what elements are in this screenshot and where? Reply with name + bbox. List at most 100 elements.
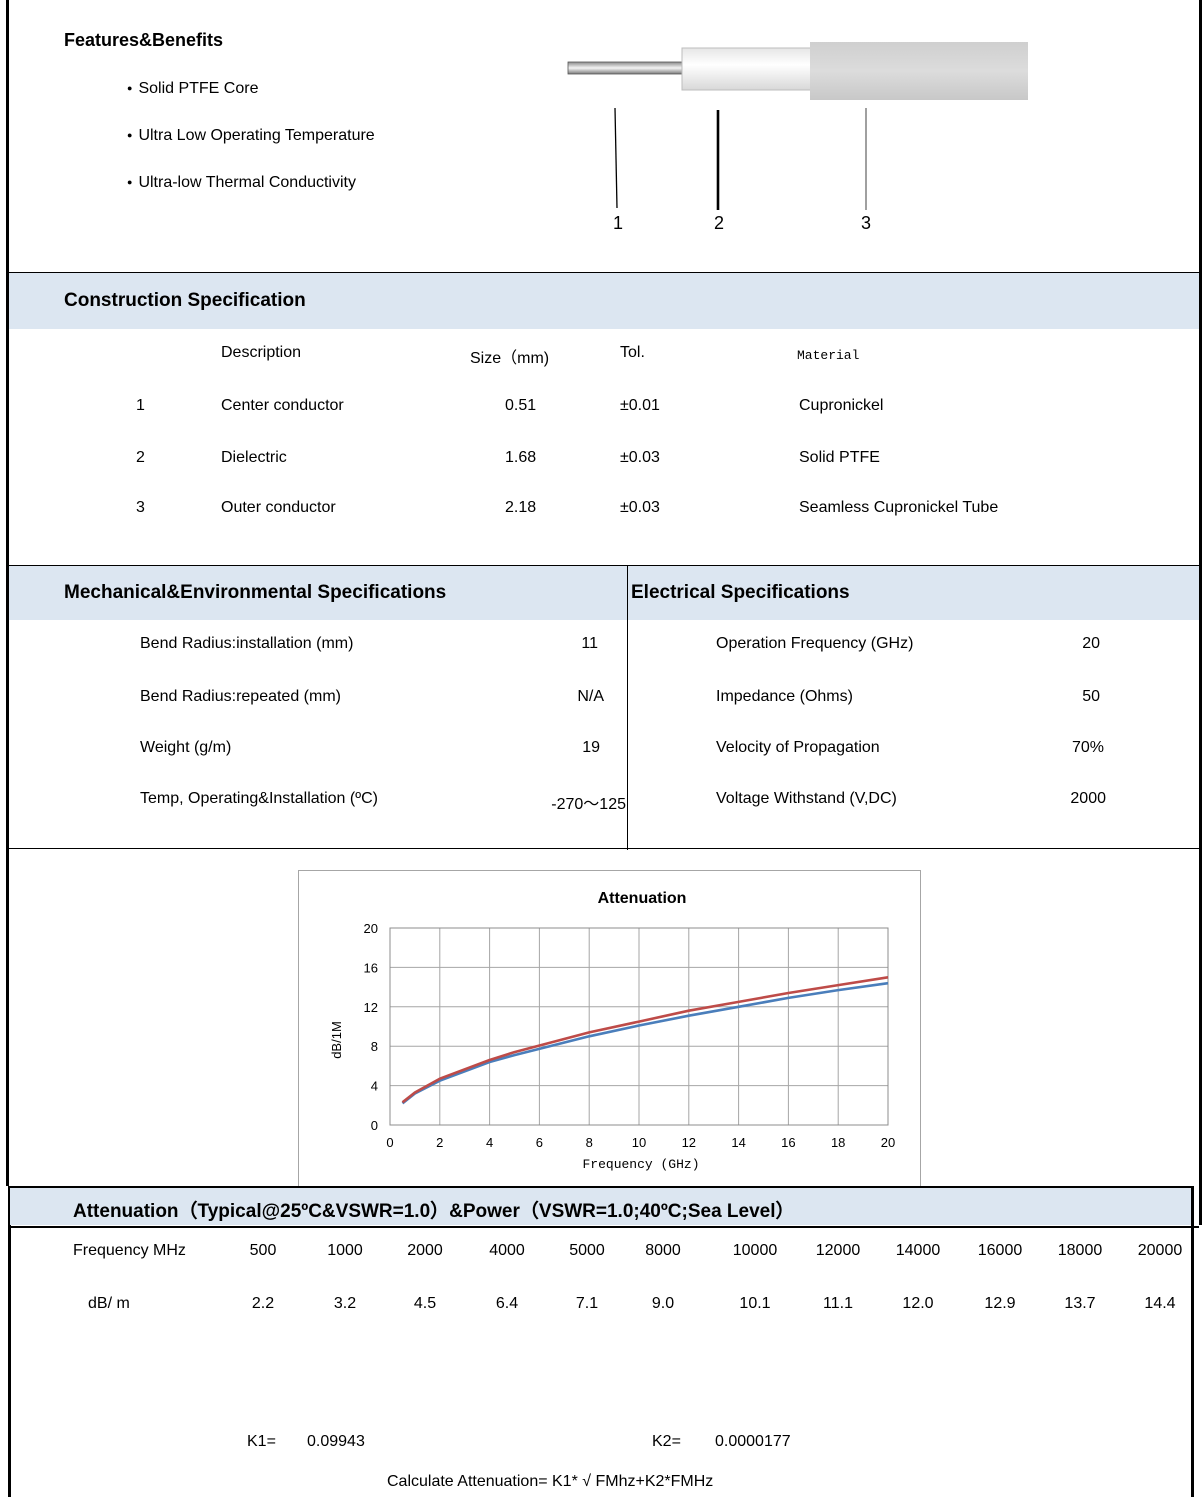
k1-value: 0.09943: [307, 1433, 365, 1450]
feature-item: Ultra-low Thermal Conductivity: [127, 174, 356, 192]
x-tick-label: 16: [781, 1135, 795, 1150]
db-cell: 14.4: [1144, 1295, 1176, 1312]
col-tol: Tol.: [620, 344, 645, 361]
x-tick-label: 20: [881, 1135, 895, 1150]
frame-left: [6, 0, 9, 1186]
db-cell: 12.0: [902, 1295, 934, 1312]
specs-header-band: [9, 566, 1199, 620]
callout-1: 1: [613, 213, 624, 233]
db-cell: 10.1: [739, 1295, 771, 1312]
attenuation-header-band: [10, 1188, 1191, 1225]
row-size: 1.68: [505, 449, 537, 466]
col-description: Description: [221, 344, 302, 361]
features-title: Features&Benefits: [64, 30, 224, 50]
freq-cell: 10000: [732, 1242, 778, 1259]
row-material: Seamless Cupronickel Tube: [799, 499, 999, 516]
x-tick-label: 18: [831, 1135, 845, 1150]
divider-lower: [8, 1186, 1194, 1188]
row-material: Cupronickel: [799, 397, 884, 414]
mech-value: 19: [582, 739, 600, 756]
row-tol: ±0.03: [620, 449, 660, 466]
freq-cell: 1000: [327, 1242, 363, 1259]
chart-title: Attenuation: [598, 890, 687, 907]
freq-cell: 18000: [1057, 1242, 1103, 1259]
x-tick-label: 10: [632, 1135, 646, 1150]
frame-left-lower: [8, 1186, 11, 1497]
x-tick-label: 4: [486, 1135, 493, 1150]
y-tick-label: 4: [371, 1079, 378, 1094]
mech-label: Weight (g/m): [140, 739, 232, 756]
freq-label: Frequency MHz: [73, 1242, 186, 1259]
x-tick-label: 8: [586, 1135, 593, 1150]
mechanical-title: Mechanical&Environmental Specifications: [64, 582, 447, 603]
attenuation-table-title: Attenuation（Typical@25ºC&VSWR=1.0）&Power…: [73, 1201, 795, 1222]
row-material: Solid PTFE: [799, 449, 880, 466]
series-line-typical: [401, 981, 889, 1105]
row-no: 3: [136, 499, 145, 516]
db-label: dB/ m: [88, 1295, 130, 1312]
freq-cell: 8000: [645, 1242, 681, 1259]
freq-cell: 12000: [815, 1242, 861, 1259]
y-axis-label: dB/1M: [329, 1021, 344, 1059]
db-cell: 2.2: [251, 1295, 275, 1312]
db-cell: 11.1: [823, 1295, 853, 1312]
y-tick-label: 16: [364, 960, 378, 975]
y-tick-label: 0: [371, 1118, 378, 1133]
row-description: Dielectric: [221, 449, 287, 466]
elec-value: 50: [1082, 688, 1100, 705]
elec-label: Impedance (Ohms): [716, 688, 853, 705]
row-description: Outer conductor: [221, 499, 336, 516]
column-divider: [627, 565, 628, 850]
freq-cell: 16000: [977, 1242, 1023, 1259]
elec-label: Velocity of Propagation: [716, 739, 880, 756]
callout-2: 2: [714, 213, 725, 233]
mech-label: Temp, Operating&Installation (ºC): [140, 790, 378, 807]
x-tick-label: 14: [731, 1135, 745, 1150]
row-tol: ±0.01: [620, 397, 660, 414]
db-cell: 7.1: [575, 1295, 599, 1312]
elec-value: 2000: [1070, 790, 1106, 807]
db-cell: 12.9: [984, 1295, 1016, 1312]
elec-value: 20: [1082, 635, 1100, 652]
freq-cell: 500: [249, 1242, 277, 1259]
mech-label: Bend Radius:installation (mm): [140, 635, 354, 652]
db-cell: 6.4: [495, 1295, 519, 1312]
elec-value: 70%: [1071, 739, 1104, 756]
x-axis-label: Frequency (GHz): [582, 1157, 699, 1172]
db-cell: 3.2: [333, 1295, 357, 1312]
freq-cell: 14000: [895, 1242, 941, 1259]
col-material: Material: [797, 348, 860, 363]
construction-title: Construction Specification: [64, 290, 306, 311]
frame-right: [1199, 0, 1202, 1225]
mech-label: Bend Radius:repeated (mm): [140, 688, 341, 705]
db-cell: 9.0: [651, 1295, 675, 1312]
db-cell: 4.5: [413, 1295, 437, 1312]
mech-value: N/A: [577, 688, 604, 705]
x-tick-label: 0: [386, 1135, 393, 1150]
cable-illustration: [567, 42, 1028, 210]
chart-frame: [298, 870, 921, 1209]
mech-value: -270～125: [551, 796, 626, 813]
divider: [8, 1226, 1199, 1228]
x-tick-label: 2: [436, 1135, 443, 1150]
elec-label: Voltage Withstand (V,DC): [716, 790, 897, 807]
freq-cell: 20000: [1137, 1242, 1183, 1259]
db-cell: 13.7: [1064, 1295, 1096, 1312]
row-no: 1: [136, 397, 145, 414]
divider: [8, 272, 1199, 273]
elec-label: Operation Frequency (GHz): [716, 635, 914, 652]
row-description: Center conductor: [221, 397, 344, 414]
callout-3: 3: [861, 213, 872, 233]
construction-header-band: [9, 273, 1199, 329]
k1-label: K1=: [247, 1433, 276, 1450]
divider: [8, 848, 1199, 849]
row-size: 0.51: [505, 397, 537, 414]
k2-label: K2=: [652, 1433, 681, 1450]
plot-area: [389, 927, 889, 1126]
mech-value: 11: [581, 635, 598, 652]
x-tick-label: 12: [682, 1135, 696, 1150]
row-no: 2: [136, 449, 145, 466]
k2-value: 0.0000177: [715, 1433, 791, 1450]
col-size: Size（mm): [470, 350, 550, 367]
row-size: 2.18: [505, 499, 537, 516]
